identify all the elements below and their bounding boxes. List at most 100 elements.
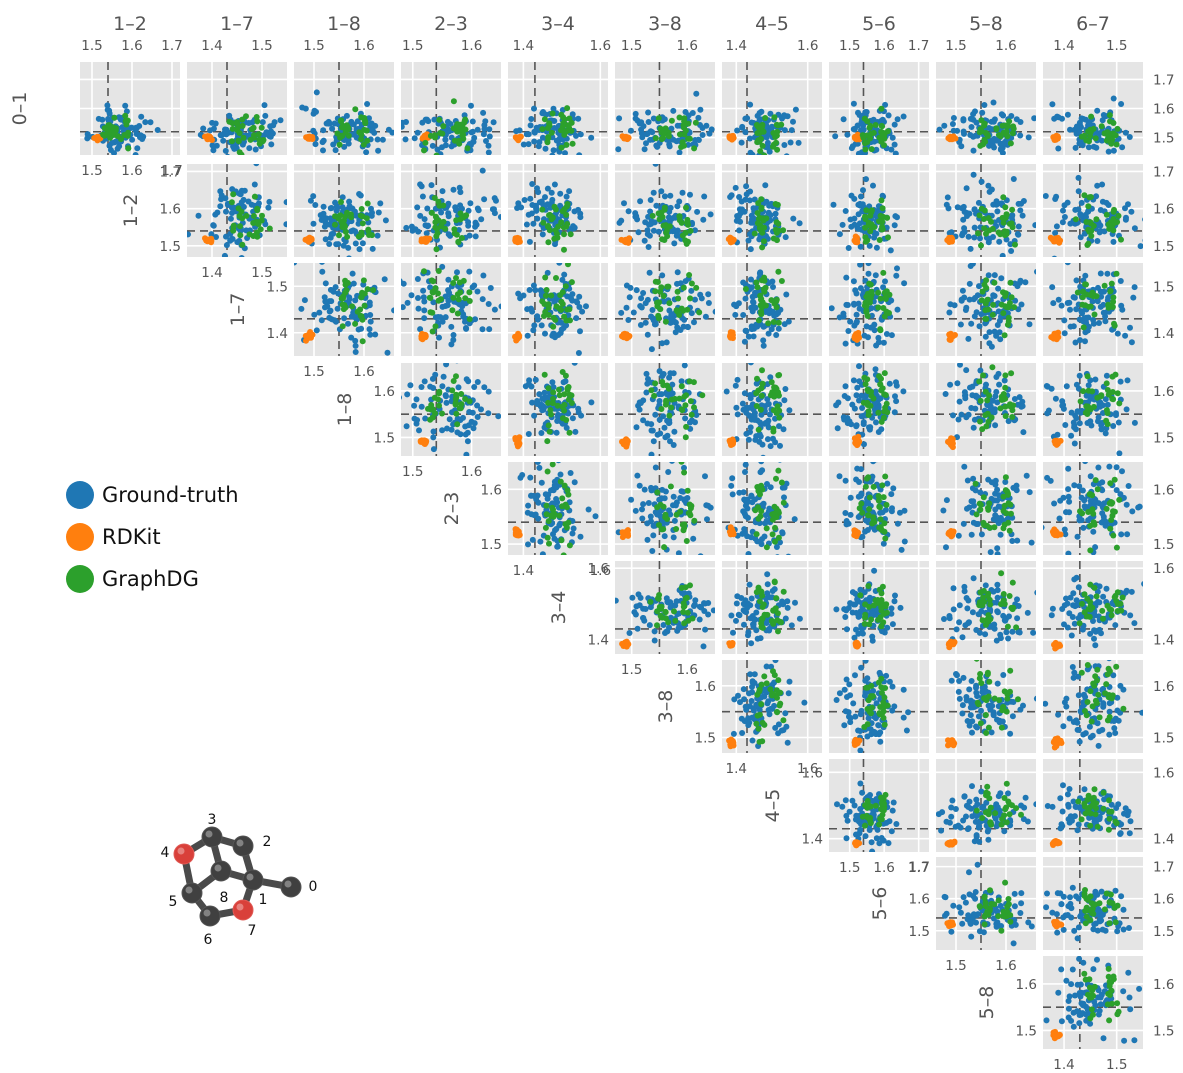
point-ground-truth bbox=[656, 391, 663, 398]
point-graphdg bbox=[667, 483, 674, 490]
point-ground-truth bbox=[661, 495, 668, 502]
point-rdkit bbox=[947, 437, 954, 444]
point-ground-truth bbox=[872, 366, 879, 373]
point-ground-truth bbox=[873, 230, 880, 237]
point-ground-truth bbox=[525, 141, 532, 148]
point-ground-truth bbox=[954, 380, 961, 387]
point-graphdg bbox=[686, 378, 693, 385]
point-graphdg bbox=[358, 294, 365, 301]
point-graphdg bbox=[435, 290, 441, 297]
point-ground-truth bbox=[1078, 199, 1085, 206]
point-ground-truth bbox=[464, 438, 471, 445]
point-ground-truth bbox=[767, 212, 774, 219]
point-graphdg bbox=[1083, 219, 1090, 225]
point-ground-truth bbox=[973, 119, 980, 126]
panel-0-1-vs-5-6 bbox=[829, 62, 929, 155]
point-ground-truth bbox=[641, 237, 648, 244]
point-ground-truth bbox=[855, 109, 861, 116]
point-ground-truth bbox=[572, 428, 579, 435]
point-ground-truth bbox=[444, 302, 451, 309]
point-ground-truth bbox=[534, 215, 541, 222]
point-ground-truth bbox=[745, 333, 752, 340]
point-graphdg bbox=[545, 399, 552, 406]
point-ground-truth bbox=[465, 219, 472, 226]
point-ground-truth bbox=[425, 118, 432, 125]
point-graphdg bbox=[997, 405, 1004, 412]
point-ground-truth bbox=[570, 525, 577, 532]
point-ground-truth bbox=[645, 376, 651, 382]
point-ground-truth bbox=[1017, 277, 1024, 284]
point-ground-truth bbox=[1026, 321, 1033, 328]
point-graphdg bbox=[878, 105, 885, 112]
point-ground-truth bbox=[950, 115, 957, 121]
point-ground-truth bbox=[116, 143, 123, 150]
point-ground-truth bbox=[988, 118, 995, 125]
point-ground-truth bbox=[222, 128, 229, 135]
point-graphdg bbox=[683, 392, 690, 399]
point-ground-truth bbox=[563, 193, 570, 200]
point-graphdg bbox=[1090, 222, 1097, 229]
point-graphdg bbox=[238, 151, 245, 155]
point-ground-truth bbox=[346, 255, 352, 257]
point-ground-truth bbox=[1098, 293, 1105, 300]
point-graphdg bbox=[687, 505, 694, 512]
point-ground-truth bbox=[989, 141, 996, 148]
point-graphdg bbox=[985, 418, 992, 425]
point-graphdg bbox=[1000, 391, 1007, 397]
point-ground-truth bbox=[527, 122, 534, 129]
point-ground-truth bbox=[326, 308, 333, 315]
point-ground-truth bbox=[483, 138, 489, 144]
point-graphdg bbox=[549, 110, 556, 117]
point-ground-truth bbox=[851, 301, 858, 308]
point-ground-truth bbox=[557, 190, 564, 197]
point-ground-truth bbox=[1049, 284, 1056, 291]
point-graphdg bbox=[1098, 392, 1105, 399]
point-ground-truth bbox=[217, 203, 224, 210]
point-ground-truth bbox=[443, 363, 450, 368]
point-graphdg bbox=[980, 216, 987, 222]
point-ground-truth bbox=[616, 115, 623, 122]
point-ground-truth bbox=[900, 388, 907, 395]
point-ground-truth bbox=[530, 327, 537, 334]
point-ground-truth bbox=[550, 147, 557, 154]
point-ground-truth bbox=[439, 427, 446, 434]
point-graphdg bbox=[338, 199, 344, 205]
point-ground-truth bbox=[1103, 199, 1110, 206]
point-ground-truth bbox=[567, 470, 574, 476]
point-ground-truth bbox=[313, 89, 320, 96]
point-graphdg bbox=[993, 125, 1000, 132]
point-ground-truth bbox=[782, 386, 789, 392]
point-ground-truth bbox=[538, 430, 545, 436]
point-ground-truth bbox=[246, 145, 253, 152]
point-ground-truth bbox=[223, 208, 229, 215]
point-ground-truth bbox=[982, 333, 989, 340]
point-ground-truth bbox=[647, 128, 654, 135]
point-ground-truth bbox=[310, 220, 317, 227]
point-ground-truth bbox=[478, 406, 484, 413]
point-graphdg bbox=[434, 225, 441, 232]
point-graphdg bbox=[562, 128, 569, 135]
points bbox=[390, 363, 501, 456]
panel-0-1-vs-6-7 bbox=[1043, 62, 1143, 155]
point-ground-truth bbox=[366, 299, 373, 306]
point-ground-truth bbox=[541, 389, 548, 396]
point-graphdg bbox=[770, 235, 777, 242]
point-graphdg bbox=[337, 134, 344, 141]
point-ground-truth bbox=[381, 276, 388, 283]
point-ground-truth bbox=[644, 520, 651, 527]
point-ground-truth bbox=[756, 110, 763, 116]
point-ground-truth bbox=[390, 401, 396, 407]
point-graphdg bbox=[1000, 194, 1007, 201]
point-graphdg bbox=[250, 220, 257, 226]
point-graphdg bbox=[452, 399, 459, 406]
point-ground-truth bbox=[676, 149, 683, 155]
point-ground-truth bbox=[772, 210, 779, 217]
point-ground-truth bbox=[1007, 241, 1014, 248]
point-ground-truth bbox=[367, 312, 374, 318]
point-ground-truth bbox=[752, 289, 758, 296]
point-ground-truth bbox=[988, 186, 995, 193]
point-ground-truth bbox=[542, 145, 549, 152]
point-ground-truth bbox=[414, 417, 421, 423]
point-ground-truth bbox=[576, 152, 583, 155]
point-ground-truth bbox=[551, 125, 558, 131]
